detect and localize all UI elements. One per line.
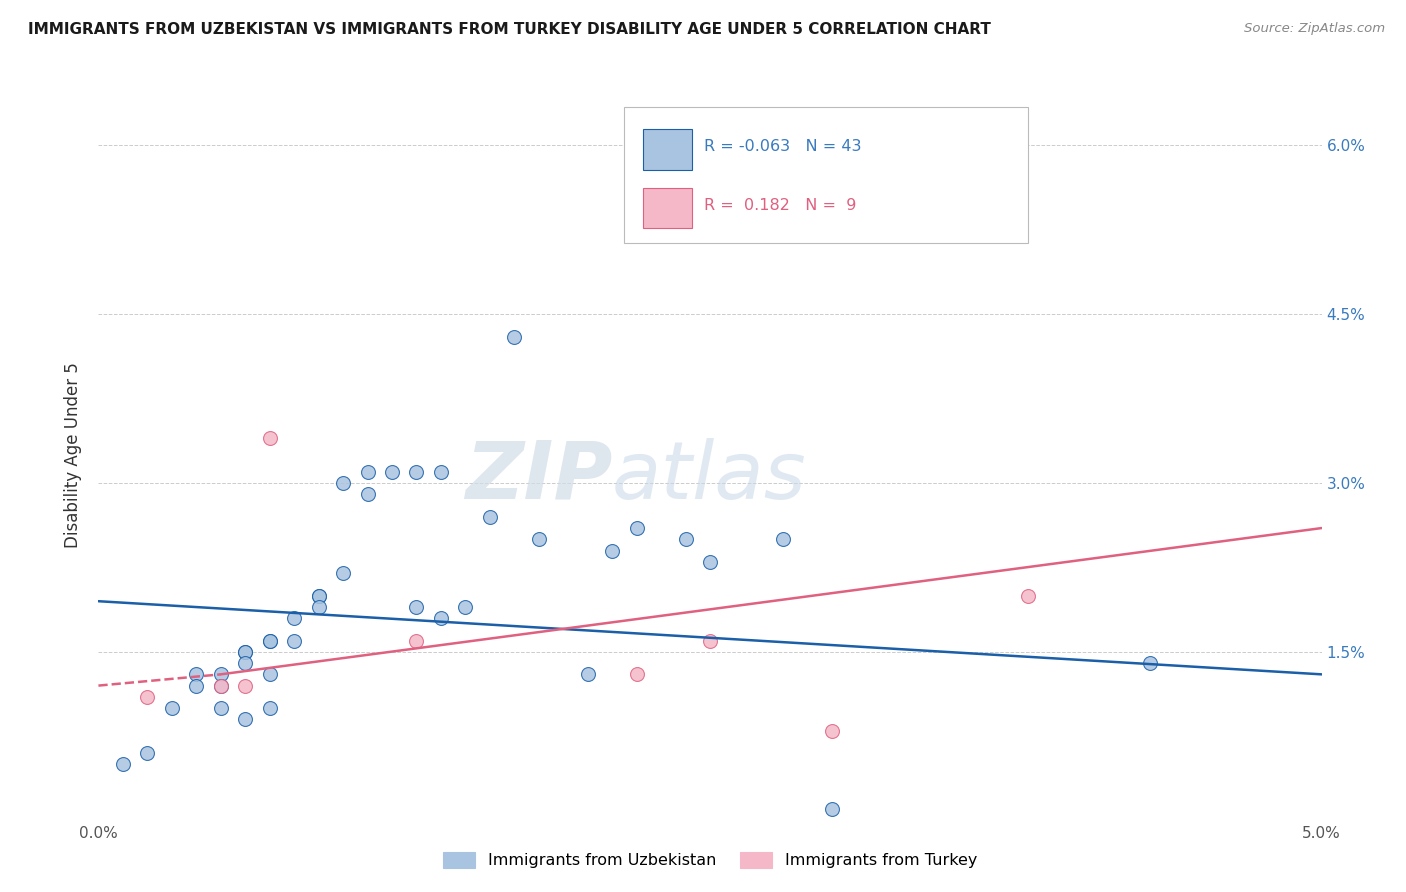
Point [405, 633, 427, 648]
Point [430, 465, 453, 479]
Point [209, 701, 232, 715]
Y-axis label: Disability Age Under 5: Disability Age Under 5 [65, 362, 83, 548]
Point [259, 701, 281, 715]
Point [405, 599, 427, 614]
Point [233, 645, 256, 659]
Point [356, 487, 378, 501]
Point [308, 589, 330, 603]
Text: R =  0.182   N =  9: R = 0.182 N = 9 [704, 198, 856, 213]
Point [259, 633, 281, 648]
Point [136, 746, 159, 760]
Point [454, 599, 477, 614]
Point [600, 543, 623, 558]
Point [233, 679, 256, 693]
Legend: Immigrants from Uzbekistan, Immigrants from Turkey: Immigrants from Uzbekistan, Immigrants f… [437, 846, 983, 875]
Point [283, 633, 305, 648]
FancyBboxPatch shape [624, 108, 1028, 243]
Point [111, 757, 134, 772]
Point [332, 566, 354, 580]
Text: ZIP: ZIP [465, 438, 612, 516]
Text: R = -0.063   N = 43: R = -0.063 N = 43 [704, 139, 862, 154]
Point [699, 633, 721, 648]
Point [699, 555, 721, 569]
Point [186, 667, 208, 681]
Point [283, 611, 305, 625]
Point [478, 509, 501, 524]
Point [209, 667, 232, 681]
Point [503, 330, 526, 344]
Point [576, 667, 599, 681]
Point [186, 679, 208, 693]
Point [821, 802, 844, 816]
Point [675, 533, 697, 547]
Point [160, 701, 183, 715]
Point [209, 679, 232, 693]
Point [381, 465, 404, 479]
Point [308, 589, 330, 603]
Point [356, 465, 378, 479]
Text: Source: ZipAtlas.com: Source: ZipAtlas.com [1244, 22, 1385, 36]
Point [430, 611, 453, 625]
Point [821, 723, 844, 738]
Point [1017, 589, 1039, 603]
Point [332, 476, 354, 491]
Point [233, 712, 256, 726]
Point [626, 521, 648, 535]
Point [405, 465, 427, 479]
Point [259, 667, 281, 681]
Point [136, 690, 159, 704]
Point [626, 667, 648, 681]
Point [1139, 656, 1161, 670]
Point [527, 533, 550, 547]
Text: atlas: atlas [612, 438, 807, 516]
FancyBboxPatch shape [643, 129, 692, 169]
Point [259, 431, 281, 445]
Point [209, 679, 232, 693]
FancyBboxPatch shape [643, 188, 692, 228]
Text: IMMIGRANTS FROM UZBEKISTAN VS IMMIGRANTS FROM TURKEY DISABILITY AGE UNDER 5 CORR: IMMIGRANTS FROM UZBEKISTAN VS IMMIGRANTS… [28, 22, 991, 37]
Point [233, 645, 256, 659]
Point [308, 599, 330, 614]
Point [993, 194, 1015, 209]
Point [772, 533, 794, 547]
Point [233, 656, 256, 670]
Point [259, 633, 281, 648]
